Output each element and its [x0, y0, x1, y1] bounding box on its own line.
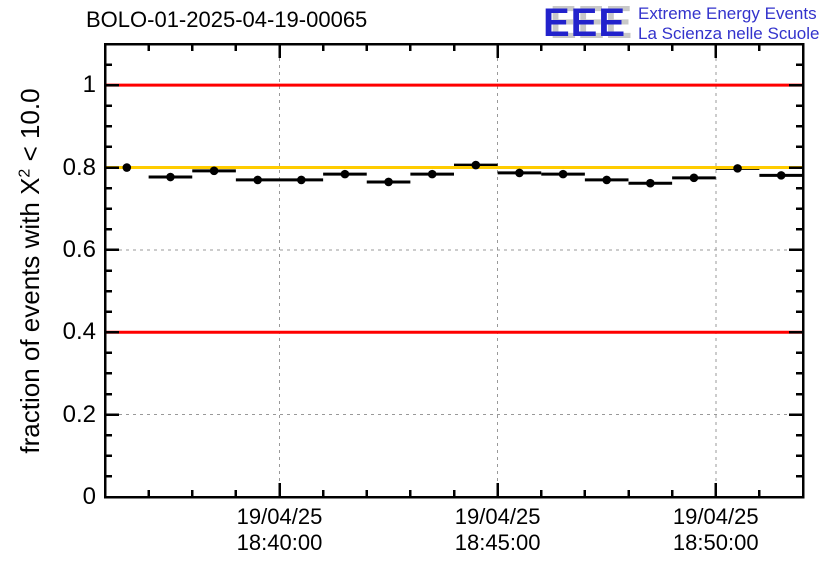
x-tick-label: 19/04/25 18:40:00 — [215, 504, 345, 556]
data-point — [340, 169, 350, 179]
x-tick-time: 18:50:00 — [672, 530, 759, 555]
data-point — [209, 166, 219, 176]
x-tick-time: 18:40:00 — [236, 530, 323, 555]
eee-logo: EEE EEE Extreme Energy Events La Scienza… — [543, 0, 819, 49]
data-point — [297, 175, 306, 185]
x-tick-time: 18:45:00 — [454, 530, 541, 555]
x-tick-label: 19/04/25 18:45:00 — [433, 504, 563, 556]
eee-logo-caption-line2: La Scienza nelle Scuole — [638, 24, 820, 43]
x-tick-date: 19/04/25 — [672, 504, 759, 529]
data-point — [602, 175, 611, 185]
plot-frame — [103, 42, 805, 499]
y-tick-label: 0.6 — [62, 235, 96, 263]
y-tick-label: 0.8 — [62, 153, 96, 181]
data-point — [646, 178, 655, 188]
x-tick-date: 19/04/25 — [236, 504, 323, 529]
data-point — [253, 175, 262, 185]
y-tick-label: 0 — [82, 483, 96, 510]
eee-logo-text: EEE — [543, 1, 627, 45]
y-tick-label: 0.4 — [62, 318, 96, 346]
eee-logo-caption-line1: Extreme Energy Events — [638, 4, 817, 23]
eee-logo-caption: Extreme Energy Events La Scienza nelle S… — [638, 3, 819, 44]
eee-logo-mark: EEE EEE — [543, 0, 635, 49]
data-point — [776, 171, 786, 180]
data-point — [384, 177, 393, 187]
chart-title: BOLO-01-2025-04-19-00065 — [86, 7, 368, 32]
data-point — [733, 164, 742, 173]
data-point — [558, 169, 568, 179]
data-point — [515, 168, 524, 178]
data-point — [471, 160, 481, 170]
x-tick-date: 19/04/25 — [454, 504, 541, 529]
eee-logo-shadow-text: EEE — [550, 0, 634, 49]
data-point — [689, 173, 699, 183]
data-point — [166, 172, 175, 182]
y-tick-label: 1 — [82, 71, 96, 99]
data-point — [122, 163, 132, 172]
x-tick-label: 19/04/25 18:50:00 — [651, 504, 781, 556]
y-tick-label: 0.2 — [62, 400, 96, 428]
data-point — [427, 169, 437, 179]
